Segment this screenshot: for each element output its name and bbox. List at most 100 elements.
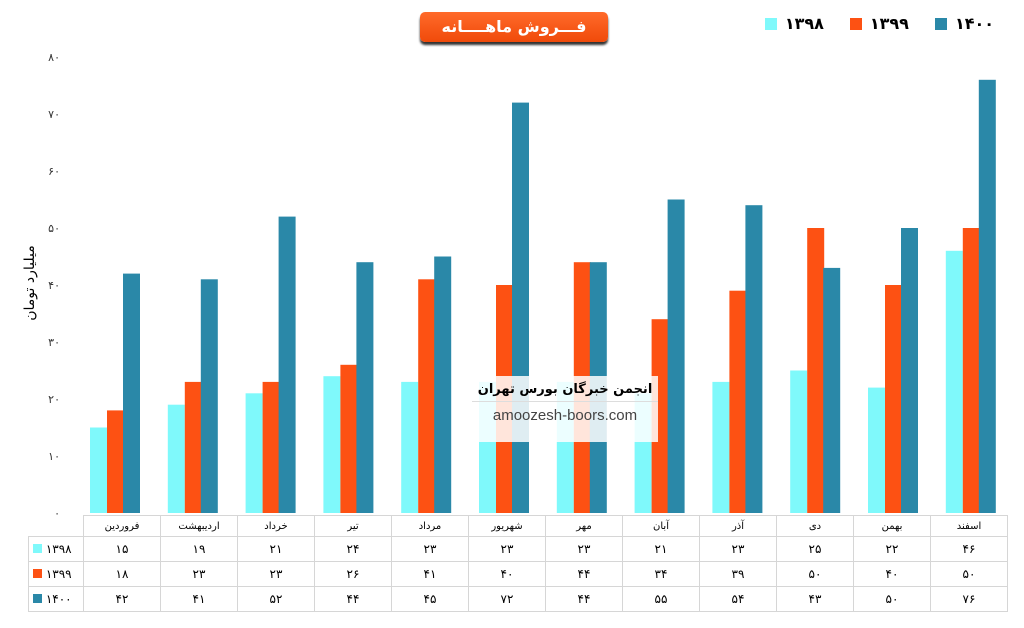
legend-label: ۱۴۰۰: [954, 14, 994, 33]
bar: [978, 79, 996, 514]
bar: [200, 279, 218, 513]
series-swatch: [33, 569, 42, 578]
bar: [356, 262, 374, 513]
bar: [512, 102, 529, 513]
data-cell: ۲۳: [545, 536, 623, 562]
bar: [107, 410, 124, 513]
bar: [823, 267, 841, 513]
watermark: انجمن خبرگان بورس تهران amoozesh-boors.c…: [472, 376, 658, 442]
data-cell: ۴۴: [314, 586, 392, 612]
watermark-url: amoozesh-boors.com: [492, 407, 638, 424]
bar: [712, 381, 730, 513]
data-cell: ۴۱: [160, 586, 238, 612]
bar: [651, 319, 669, 513]
category-label: مهر: [545, 515, 623, 537]
bar: [167, 404, 185, 513]
y-tick-label: ۶۰: [48, 165, 60, 178]
data-cell: ۵۵: [622, 586, 700, 612]
legend-swatch: [764, 17, 777, 30]
legend-item: ۱۴۰۰: [934, 14, 994, 33]
series-label: ۱۳۹۹: [28, 561, 84, 587]
series-name: ۱۴۰۰: [45, 592, 72, 606]
series-name: ۱۳۹۹: [45, 567, 72, 581]
data-cell: ۲۵: [776, 536, 854, 562]
y-tick-label: ۴۰: [48, 279, 60, 292]
table-header-row: فروردین اردیبهشت خرداد تیر مرداد شهریور مهر آبا…: [28, 515, 1008, 537]
series-swatch: [33, 594, 42, 603]
data-cell: ۴۵: [391, 586, 469, 612]
bar: [945, 250, 963, 514]
data-cell: ۲۳: [699, 536, 777, 562]
data-cell: ۴۰: [853, 561, 931, 587]
data-cell: ۱۵: [83, 536, 161, 562]
bar: [184, 381, 202, 513]
legend-label: ۱۳۹۹: [869, 14, 909, 33]
y-tick-label: ۳۰: [48, 336, 60, 349]
data-cell: ۴۱: [391, 561, 469, 587]
bar: [745, 205, 763, 513]
bar: [418, 279, 436, 513]
bar: [123, 273, 140, 513]
data-cell: ۲۴: [314, 536, 392, 562]
category-label: فروردین: [83, 515, 161, 537]
data-cell: ۱۹: [160, 536, 238, 562]
y-tick-label: ۷۰: [48, 108, 60, 121]
category-label: اسفند: [930, 515, 1008, 537]
category-label: آبان: [622, 515, 700, 537]
data-cell: ۴۰: [468, 561, 546, 587]
bar: [323, 376, 341, 513]
series-swatch: [33, 544, 42, 553]
data-cell: ۲۱: [237, 536, 315, 562]
category-label: اردیبهشت: [160, 515, 238, 537]
bar: [340, 364, 358, 513]
bar: [901, 228, 918, 513]
data-cell: ۲۳: [237, 561, 315, 587]
bar: [278, 216, 296, 513]
data-cell: ۳۹: [699, 561, 777, 587]
data-cell: ۲۳: [160, 561, 238, 587]
data-table: فروردین اردیبهشت خرداد تیر مرداد شهریور مهر آبا…: [28, 515, 1008, 612]
bar: [401, 381, 419, 513]
data-cell: ۲۶: [314, 561, 392, 587]
bar: [868, 387, 885, 513]
category-label: مرداد: [391, 515, 469, 537]
data-cell: ۷۶: [930, 586, 1008, 612]
category-label: دی: [776, 515, 854, 537]
category-label: شهریور: [468, 515, 546, 537]
table-row: ۱۳۹۸ ۱۵ ۱۹ ۲۱ ۲۴ ۲۳ ۲۳ ۲۳ ۲۱ ۲۳ ۲۵ ۲۲ ۴۶: [28, 536, 1008, 562]
data-cell: ۴۶: [930, 536, 1008, 562]
legend-swatch: [934, 17, 947, 30]
data-cell: ۴۴: [545, 586, 623, 612]
series-label: ۱۴۰۰: [28, 586, 84, 612]
table-row: ۱۳۹۹ ۱۸ ۲۳ ۲۳ ۲۶ ۴۱ ۴۰ ۴۴ ۳۴ ۳۹ ۵۰ ۴۰ ۵۰: [28, 561, 1008, 587]
data-cell: ۳۴: [622, 561, 700, 587]
bar: [667, 199, 685, 513]
data-cell: ۲۳: [391, 536, 469, 562]
bar: [807, 228, 825, 513]
series-label: ۱۳۹۸: [28, 536, 84, 562]
y-tick-label: ۵۰: [48, 222, 60, 235]
bar: [790, 370, 808, 513]
bar: [434, 256, 452, 513]
table-corner: [28, 515, 84, 537]
data-cell: ۵۰: [930, 561, 1008, 587]
bar: [729, 290, 747, 513]
y-tick-label: ۱۰: [48, 450, 60, 463]
data-cell: ۵۰: [776, 561, 854, 587]
data-cell: ۱۸: [83, 561, 161, 587]
legend-item: ۱۳۹۹: [849, 14, 909, 33]
data-cell: ۵۰: [853, 586, 931, 612]
legend-label: ۱۳۹۸: [784, 14, 824, 33]
data-cell: ۵۴: [699, 586, 777, 612]
data-cell: ۲۳: [468, 536, 546, 562]
series-name: ۱۳۹۸: [45, 542, 72, 556]
y-tick-label: ۲۰: [48, 393, 60, 406]
y-tick-label: ۸۰: [48, 51, 60, 64]
category-label: خرداد: [237, 515, 315, 537]
data-cell: ۵۲: [237, 586, 315, 612]
bar: [245, 393, 263, 513]
watermark-title: انجمن خبرگان بورس تهران: [472, 376, 658, 402]
bar: [962, 228, 980, 513]
data-cell: ۴۲: [83, 586, 161, 612]
